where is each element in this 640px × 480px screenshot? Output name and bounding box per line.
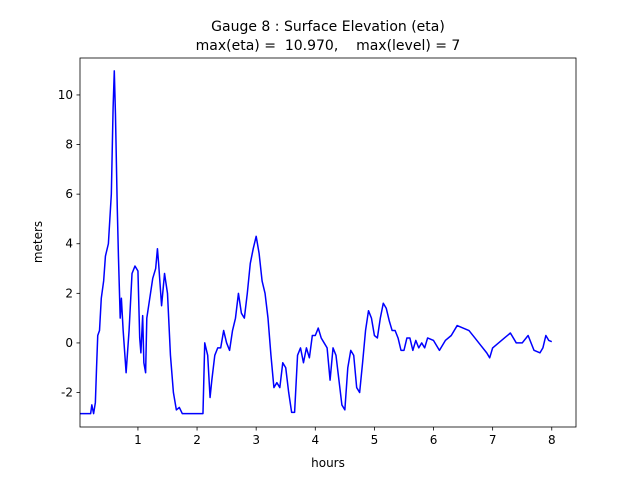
x-tick-label: 5 bbox=[371, 433, 379, 447]
y-tick-label: 6 bbox=[65, 187, 73, 201]
chart-title: Gauge 8 : Surface Elevation (eta) bbox=[211, 19, 445, 35]
y-tick-label: 4 bbox=[65, 237, 73, 251]
y-tick-label: 10 bbox=[58, 88, 73, 102]
x-tick-label: 1 bbox=[134, 433, 142, 447]
x-tick-label: 4 bbox=[311, 433, 319, 447]
x-tick-label: 7 bbox=[489, 433, 497, 447]
data-line bbox=[80, 70, 553, 415]
x-tick-label: 3 bbox=[252, 433, 260, 447]
chart-subtitle: max(eta) = 10.970, max(level) = 7 bbox=[196, 38, 461, 54]
y-axis-label: meters bbox=[31, 221, 45, 263]
plot-frame bbox=[79, 57, 577, 428]
x-tick-label: 6 bbox=[430, 433, 438, 447]
y-tick-label: -2 bbox=[61, 386, 73, 400]
x-tick-label: 2 bbox=[193, 433, 201, 447]
x-axis-label: hours bbox=[311, 456, 345, 470]
y-tick-label: 2 bbox=[65, 286, 73, 300]
y-tick-label: 8 bbox=[65, 138, 73, 152]
x-tick-label: 8 bbox=[548, 433, 556, 447]
y-tick-label: 0 bbox=[65, 336, 73, 350]
